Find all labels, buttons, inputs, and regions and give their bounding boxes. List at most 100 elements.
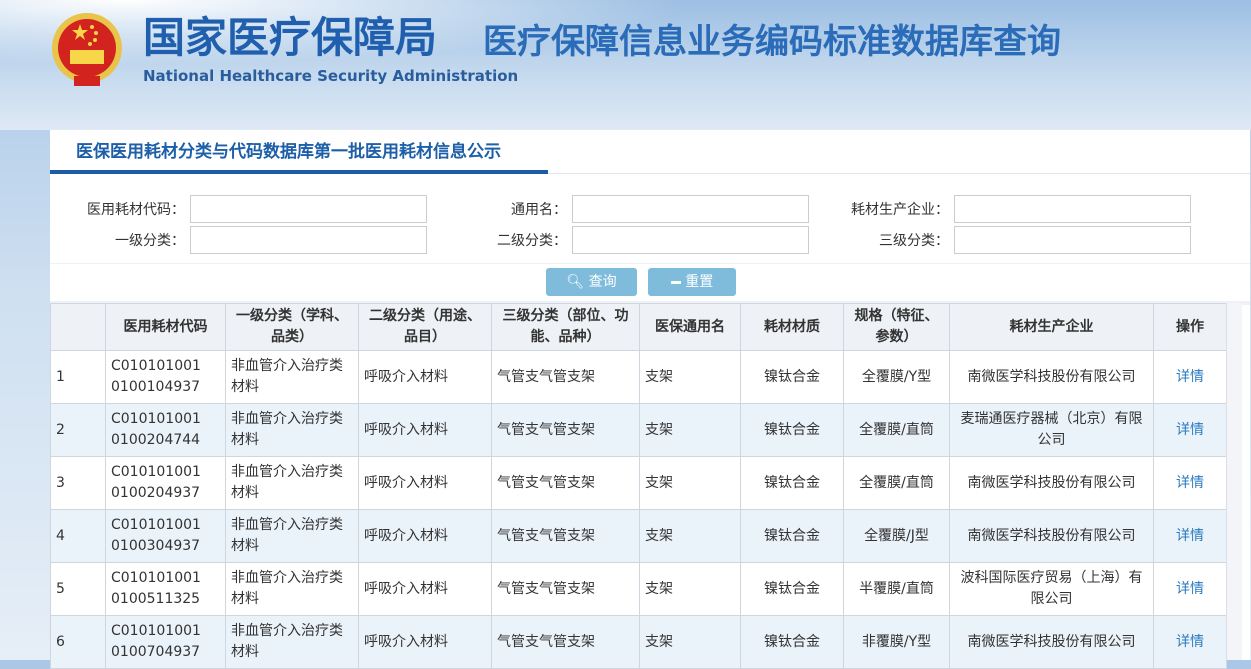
cell-level1: 非血管介入治疗类材料 (225, 350, 359, 404)
code-part2: 0100104937 (111, 379, 201, 395)
main-panel: 医保医用耗材分类与代码数据库第一批医用耗材信息公示 医用耗材代码： 通用名： 耗… (50, 130, 1250, 669)
cell-material: 镍钛合金 (740, 403, 844, 457)
cell-action: 详情 (1153, 615, 1227, 669)
code-part2: 0100204937 (111, 485, 201, 501)
cell-level2: 呼吸介入材料 (358, 615, 492, 669)
cell-spec: 半覆膜/直筒 (843, 562, 950, 616)
cell-spec: 非覆膜/Y型 (843, 615, 950, 669)
cell-generic-name: 支架 (639, 615, 741, 669)
agency-title-en: National Healthcare Security Administrat… (143, 67, 519, 85)
code-part2: 0100511325 (111, 591, 201, 607)
cell-level1: 非血管介入治疗类材料 (225, 456, 359, 510)
cell-generic-name: 支架 (639, 456, 741, 510)
reset-button[interactable]: 重置 (648, 268, 736, 296)
row-index: 1 (50, 350, 106, 404)
cell-code: C010101001 0100204937 (105, 456, 226, 510)
national-emblem-icon (52, 13, 122, 86)
cell-level3: 气管支气管支架 (491, 350, 640, 404)
cell-generic-name: 支架 (639, 562, 741, 616)
generic-name-input[interactable] (572, 195, 809, 223)
col-material: 耗材材质 (740, 303, 844, 351)
cell-material: 镍钛合金 (740, 350, 844, 404)
cell-level1: 非血管介入治疗类材料 (225, 615, 359, 669)
details-link[interactable]: 详情 (1176, 368, 1204, 385)
col-manufacturer: 耗材生产企业 (949, 303, 1154, 351)
search-button[interactable]: 🔍︎ 查询 (546, 268, 637, 296)
row-index: 2 (50, 403, 106, 457)
table-row: 6 C010101001 0100704937 非血管介入治疗类材料 呼吸介入材料… (50, 615, 1227, 669)
cell-manufacturer: 南微医学科技股份有限公司 (949, 615, 1154, 669)
cell-manufacturer: 波科国际医疗贸易（上海）有限公司 (949, 562, 1154, 616)
results-table: 医用耗材代码 一级分类（学科、品类） 二级分类（用途、品目） 三级分类（部位、功… (50, 303, 1227, 669)
details-link[interactable]: 详情 (1176, 633, 1204, 650)
col-index (50, 303, 106, 351)
agency-title: 国家医疗保障局 (143, 13, 438, 62)
cell-material: 镍钛合金 (740, 456, 844, 510)
col-level1: 一级分类（学科、品类） (225, 303, 359, 351)
code-part1: C010101001 (111, 570, 201, 586)
cell-action: 详情 (1153, 456, 1227, 510)
cell-manufacturer: 南微医学科技股份有限公司 (949, 456, 1154, 510)
generic-name-label: 通用名： (511, 202, 567, 218)
code-part1: C010101001 (111, 517, 201, 533)
table-row: 2 C010101001 0100204744 非血管介入治疗类材料 呼吸介入材料… (50, 403, 1227, 457)
level1-input[interactable] (190, 226, 427, 254)
col-level3: 三级分类（部位、功能、品种） (491, 303, 640, 351)
cell-level1: 非血管介入治疗类材料 (225, 509, 359, 563)
row-index: 5 (50, 562, 106, 616)
cell-generic-name: 支架 (639, 403, 741, 457)
cell-material: 镍钛合金 (740, 509, 844, 563)
cell-manufacturer: 麦瑞通医疗器械（北京）有限公司 (949, 403, 1154, 457)
cell-level3: 气管支气管支架 (491, 615, 640, 669)
cell-code: C010101001 0100204744 (105, 403, 226, 457)
code-part2: 0100304937 (111, 538, 201, 554)
cell-level3: 气管支气管支架 (491, 403, 640, 457)
cell-spec: 全覆膜/Y型 (843, 350, 950, 404)
tab-consumables-notice[interactable]: 医保医用耗材分类与代码数据库第一批医用耗材信息公示 (50, 130, 548, 174)
code-part1: C010101001 (111, 411, 201, 427)
code-part1: C010101001 (111, 358, 201, 374)
row-index: 3 (50, 456, 106, 510)
manufacturer-label: 耗材生产企业： (851, 202, 949, 218)
details-link[interactable]: 详情 (1176, 421, 1204, 438)
code-part2: 0100704937 (111, 644, 201, 660)
cell-level2: 呼吸介入材料 (358, 509, 492, 563)
details-link[interactable]: 详情 (1176, 527, 1204, 544)
cell-action: 详情 (1153, 509, 1227, 563)
cell-generic-name: 支架 (639, 350, 741, 404)
search-icon: 🔍︎ (566, 274, 585, 290)
col-code: 医用耗材代码 (105, 303, 226, 351)
cell-action: 详情 (1153, 562, 1227, 616)
code-input[interactable] (190, 195, 427, 223)
level2-label: 二级分类： (497, 233, 567, 249)
cell-spec: 全覆膜/直筒 (843, 403, 950, 457)
col-generic-name: 医保通用名 (639, 303, 741, 351)
cell-code: C010101001 0100704937 (105, 615, 226, 669)
code-part1: C010101001 (111, 623, 201, 639)
cell-manufacturer: 南微医学科技股份有限公司 (949, 350, 1154, 404)
cell-level2: 呼吸介入材料 (358, 562, 492, 616)
row-index: 6 (50, 615, 106, 669)
cell-level3: 气管支气管支架 (491, 509, 640, 563)
cell-level3: 气管支气管支架 (491, 562, 640, 616)
cell-level2: 呼吸介入材料 (358, 350, 492, 404)
search-button-label: 查询 (588, 274, 617, 290)
cell-level2: 呼吸介入材料 (358, 403, 492, 457)
details-link[interactable]: 详情 (1176, 474, 1204, 491)
level2-input[interactable] (572, 226, 809, 254)
details-link[interactable]: 详情 (1176, 580, 1204, 597)
cell-material: 镍钛合金 (740, 562, 844, 616)
code-part1: C010101001 (111, 464, 201, 480)
row-index: 4 (50, 509, 106, 563)
table-row: 3 C010101001 0100204937 非血管介入治疗类材料 呼吸介入材料… (50, 456, 1227, 510)
code-part2: 0100204744 (111, 432, 201, 448)
cell-code: C010101001 0100511325 (105, 562, 226, 616)
cell-level1: 非血管介入治疗类材料 (225, 562, 359, 616)
cell-level3: 气管支气管支架 (491, 456, 640, 510)
manufacturer-input[interactable] (954, 195, 1191, 223)
level3-label: 三级分类： (879, 233, 949, 249)
cell-generic-name: 支架 (639, 509, 741, 563)
minus-icon (670, 280, 681, 284)
table-scrollbar[interactable] (1226, 303, 1242, 660)
level3-input[interactable] (954, 226, 1191, 254)
